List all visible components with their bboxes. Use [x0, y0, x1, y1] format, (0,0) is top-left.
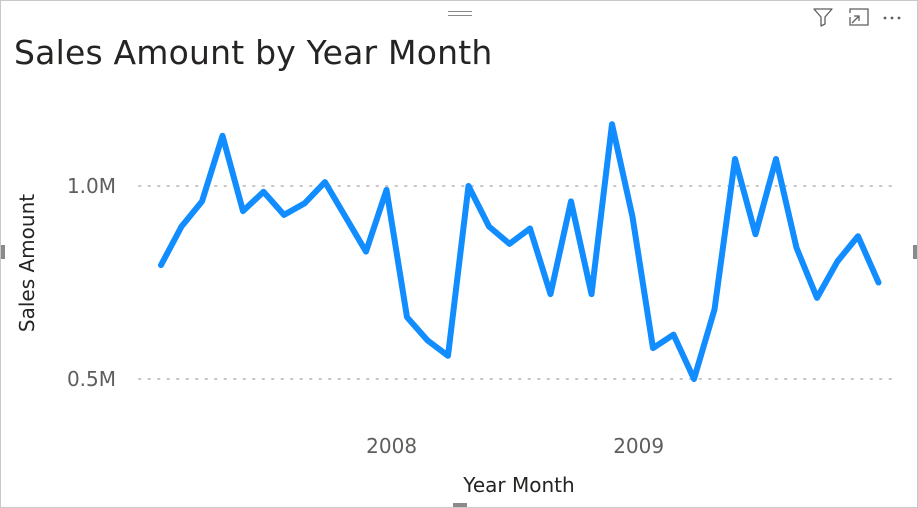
filter-icon[interactable] [812, 7, 834, 27]
data-point[interactable] [794, 245, 800, 251]
data-point[interactable] [814, 295, 820, 301]
y-tick-label: 1.0M [67, 174, 116, 198]
data-point[interactable] [507, 241, 513, 247]
data-point[interactable] [384, 187, 390, 193]
data-point[interactable] [302, 200, 308, 206]
data-point[interactable] [322, 179, 328, 185]
visual-header [1, 1, 917, 31]
data-point[interactable] [404, 314, 410, 320]
more-options-icon[interactable] [881, 7, 903, 27]
drag-handle[interactable] [448, 11, 472, 21]
y-axis: 0.5M 1.0M [67, 174, 116, 391]
y-axis-title: Sales Amount [15, 194, 39, 332]
data-point[interactable] [671, 332, 677, 338]
data-point[interactable] [179, 224, 185, 230]
data-point[interactable] [753, 231, 759, 237]
x-tick-label: 2008 [366, 434, 417, 458]
data-point[interactable] [363, 249, 369, 255]
chart-title: Sales Amount by Year Month [14, 33, 493, 72]
resize-handle-bottom[interactable] [453, 503, 467, 507]
data-point[interactable] [240, 208, 246, 214]
data-point[interactable] [835, 258, 841, 264]
data-point[interactable] [855, 233, 861, 239]
data-point[interactable] [773, 156, 779, 162]
data-point[interactable] [425, 337, 431, 343]
series-layer [158, 121, 882, 382]
x-tick-label: 2009 [613, 434, 664, 458]
data-point[interactable] [466, 183, 472, 189]
data-point[interactable] [548, 291, 554, 297]
data-point[interactable] [158, 262, 164, 268]
data-point[interactable] [445, 353, 451, 359]
data-point[interactable] [732, 156, 738, 162]
resize-handle-right[interactable] [913, 245, 917, 259]
data-point[interactable] [712, 307, 718, 313]
gridlines [138, 185, 897, 380]
data-point[interactable] [527, 225, 533, 231]
data-point[interactable] [589, 291, 595, 297]
data-point[interactable] [199, 198, 205, 204]
x-axis: 2008 2009 [366, 434, 664, 458]
data-point[interactable] [343, 214, 349, 220]
x-axis-title: Year Month [462, 473, 574, 497]
focus-mode-icon[interactable] [848, 7, 870, 27]
data-point[interactable] [630, 214, 636, 220]
data-point[interactable] [568, 198, 574, 204]
data-point[interactable] [486, 224, 492, 230]
data-point[interactable] [609, 121, 615, 127]
y-tick-label: 0.5M [67, 367, 116, 391]
series-line[interactable] [158, 121, 882, 382]
data-point[interactable] [220, 133, 226, 139]
resize-handle-left[interactable] [1, 245, 5, 259]
data-point[interactable] [650, 345, 656, 351]
data-point[interactable] [281, 212, 287, 218]
data-point[interactable] [261, 189, 267, 195]
data-point[interactable] [691, 376, 697, 382]
data-point[interactable] [876, 280, 882, 286]
